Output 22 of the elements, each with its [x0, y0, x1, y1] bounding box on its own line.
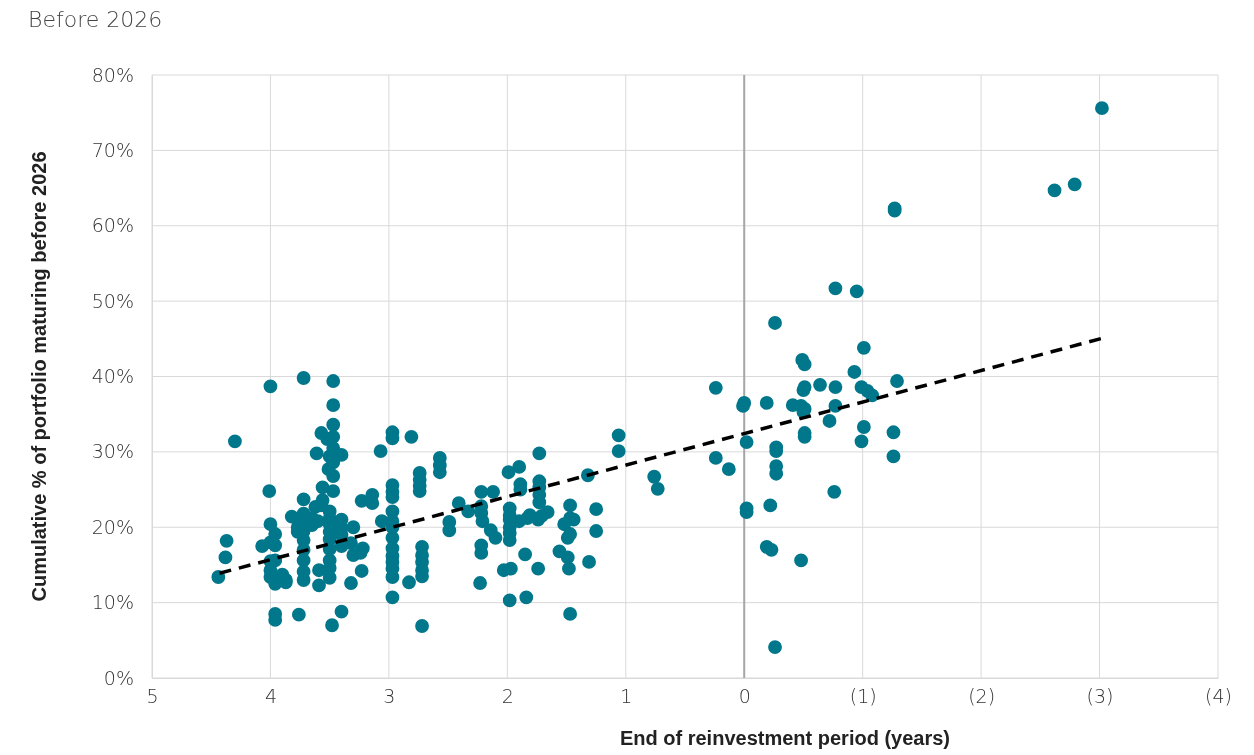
x-tick-label: 4 — [264, 685, 277, 708]
x-tick-label: (4) — [1205, 685, 1232, 708]
x-tick-label: 5 — [146, 685, 159, 708]
x-tick-label: 0 — [738, 685, 751, 708]
x-tick-label: (2) — [968, 685, 996, 708]
x-axis-title: End of reinvestment period (years) — [619, 727, 951, 749]
y-tick-label: 80% — [91, 63, 134, 86]
y-tick-label: 40% — [91, 365, 134, 388]
y-tick-label: 50% — [91, 289, 134, 312]
chart-title: Before 2026 — [28, 7, 163, 32]
x-tick-label: 3 — [383, 685, 396, 708]
x-tick-label: 2 — [501, 685, 514, 708]
x-tick-label: (1) — [849, 685, 877, 708]
y-tick-label: 20% — [91, 515, 134, 538]
y-tick-label: 70% — [91, 138, 134, 161]
y-tick-label: 10% — [91, 591, 134, 614]
x-tick-label: (3) — [1086, 685, 1114, 708]
y-tick-label: 0% — [103, 666, 134, 689]
x-tick-label: 1 — [620, 685, 633, 708]
y-tick-label: 30% — [91, 440, 134, 463]
y-axis-title: Cumulative % of portfolio maturing before 2026 — [28, 151, 50, 602]
y-tick-label: 60% — [91, 214, 134, 237]
